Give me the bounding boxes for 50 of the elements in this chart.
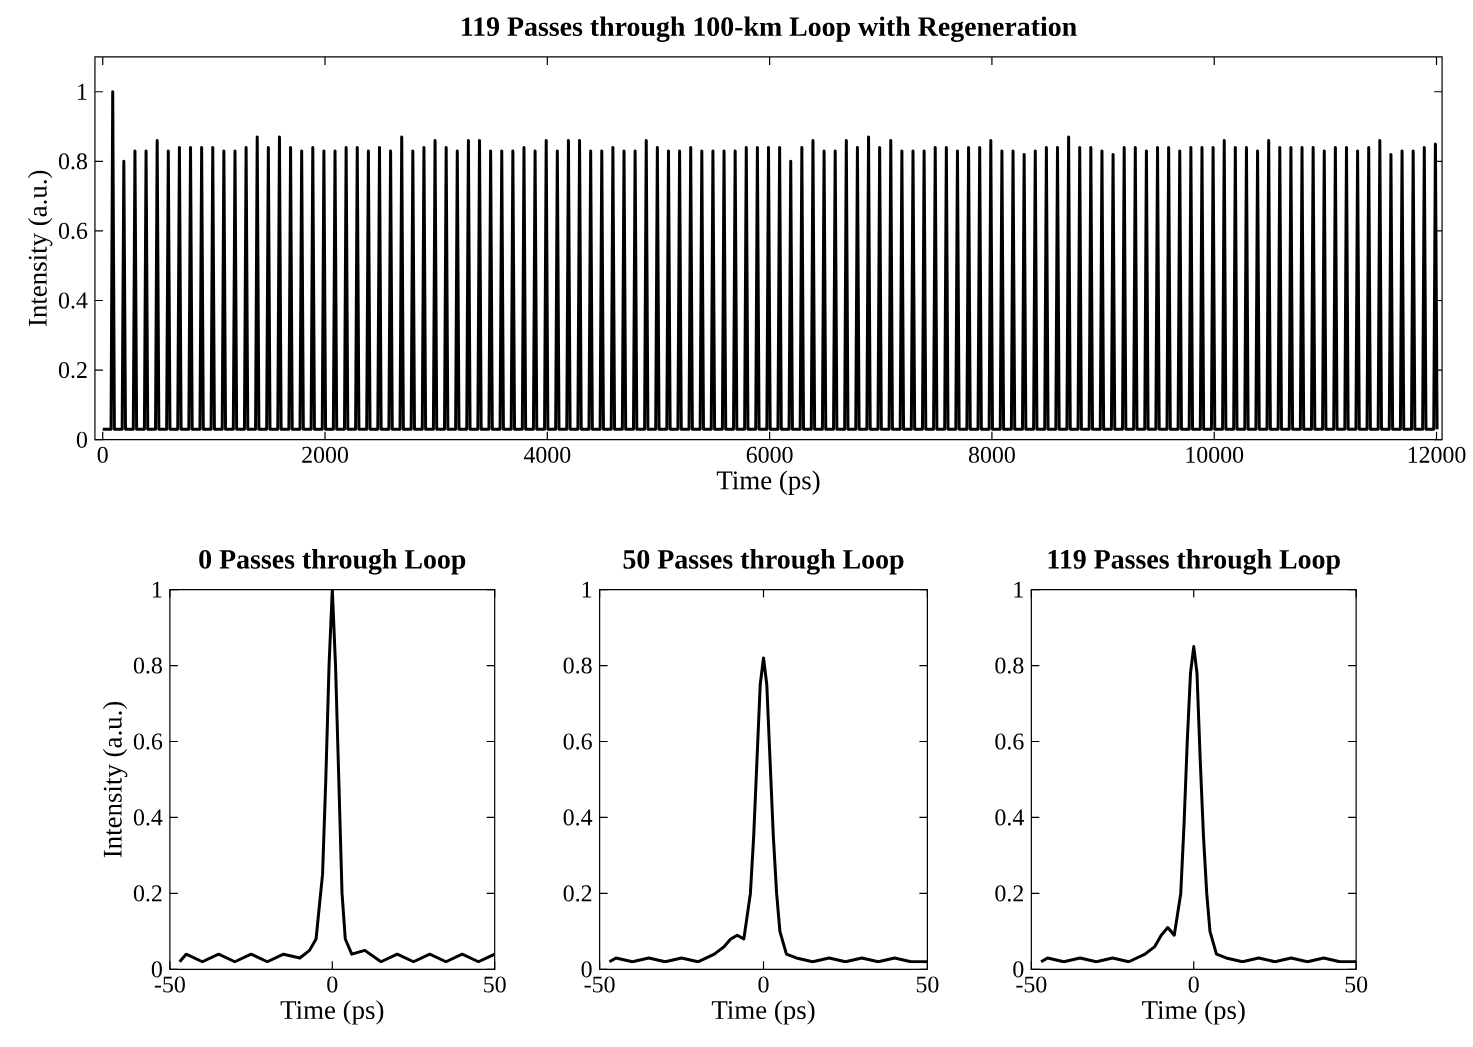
x-tick-label: 50 <box>916 976 939 993</box>
y-tick-label: 0.6 <box>58 222 88 239</box>
y-tick-label: 0.2 <box>133 885 162 902</box>
x-tick-label: 4000 <box>523 446 571 463</box>
x-tick-label: 50 <box>1345 976 1368 993</box>
y-tick-label: 0.2 <box>563 885 592 902</box>
x-axis-title: Time (ps) <box>716 470 820 495</box>
x-tick-label: 8000 <box>968 446 1015 463</box>
y-tick-label: 1 <box>582 581 592 598</box>
y-tick-label: 0.6 <box>563 733 592 750</box>
x-tick-label: 0 <box>758 976 769 993</box>
x-tick-label: 0 <box>327 976 338 993</box>
chart-title: 50 Passes through Loop <box>623 548 904 575</box>
x-tick-label: 2000 <box>302 446 348 463</box>
y-tick-label: 0.8 <box>563 657 592 674</box>
x-tick-label: 10000 <box>1186 446 1244 463</box>
y-tick-label: 0 <box>581 961 592 978</box>
chart-title: 0 Passes through Loop <box>199 548 466 575</box>
chart-title: 119 Passes through Loop <box>1048 548 1340 575</box>
y-tick-label: 0 <box>76 431 87 448</box>
y-tick-label: 0.8 <box>995 657 1024 674</box>
x-tick-label: 12000 <box>1408 446 1466 463</box>
y-tick-label: 0.4 <box>58 292 88 309</box>
x-tick-label: 0 <box>97 446 108 463</box>
x-axis-title: Time (ps) <box>280 1000 384 1025</box>
y-axis-title: Intensity (a.u.) <box>102 701 128 858</box>
y-tick-label: 0.6 <box>133 733 163 750</box>
x-tick-label: -50 <box>1016 976 1047 993</box>
y-tick-label: 1 <box>78 83 87 100</box>
y-tick-label: 0.4 <box>995 809 1024 826</box>
x-tick-label: 6000 <box>746 446 793 463</box>
y-tick-label: 0.8 <box>133 657 162 674</box>
y-tick-label: 0 <box>151 961 162 978</box>
y-axis-title: Intensity (a.u.) <box>27 170 53 326</box>
y-tick-label: 1 <box>153 581 162 598</box>
y-tick-label: 0.8 <box>58 153 87 170</box>
chart-title: 119 Passes through 100-km Loop with Regeneration <box>462 16 1077 42</box>
x-tick-label: -50 <box>584 976 615 993</box>
y-tick-label: 0.2 <box>58 361 87 379</box>
y-tick-label: 0 <box>1013 961 1024 978</box>
y-tick-label: 0.4 <box>563 809 593 826</box>
y-tick-label: 0.2 <box>995 885 1023 902</box>
x-tick-label: 50 <box>484 976 506 993</box>
x-axis-title: Time (ps) <box>711 1000 815 1025</box>
y-tick-label: 0.4 <box>133 809 163 826</box>
y-tick-label: 0.6 <box>995 733 1024 750</box>
y-tick-label: 1 <box>1014 581 1023 598</box>
x-axis-title: Time (ps) <box>1142 1000 1245 1025</box>
x-tick-label: 0 <box>1188 976 1199 993</box>
x-tick-label: -50 <box>154 976 185 993</box>
